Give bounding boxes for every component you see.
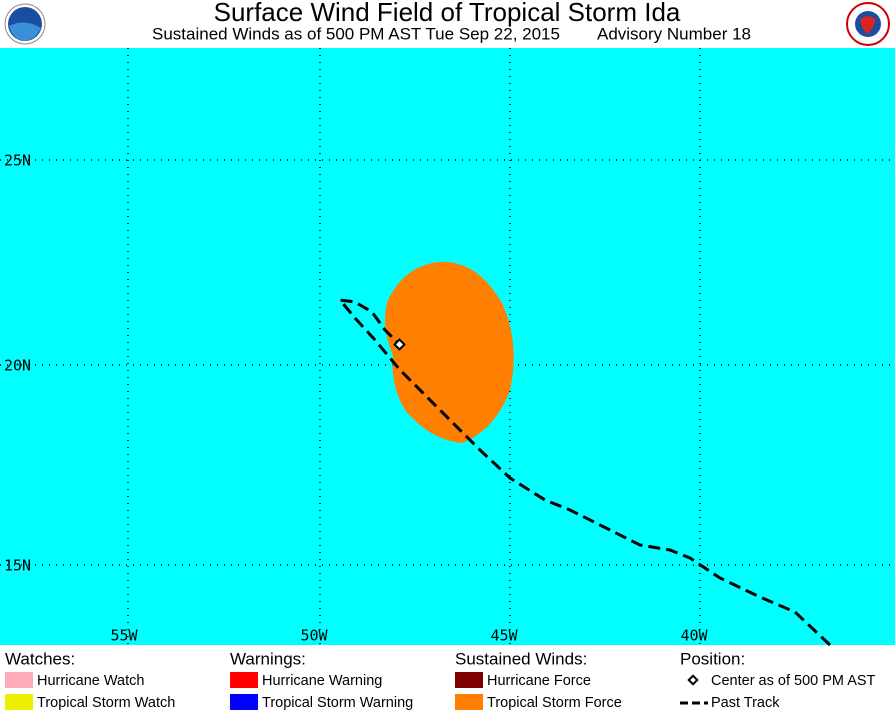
advisory: Advisory Number 18	[597, 24, 751, 43]
lat-label: 15N	[4, 557, 31, 575]
lon-label: 45W	[490, 627, 518, 645]
graticule	[0, 48, 895, 645]
legend-heading: Warnings:	[230, 649, 306, 668]
storm-center	[393, 338, 406, 351]
swatch	[230, 694, 258, 710]
past-track	[336, 298, 832, 647]
swatch	[455, 694, 483, 710]
swatch	[455, 672, 483, 688]
subtitle: Sustained Winds as of 500 PM AST Tue Sep…	[152, 24, 560, 43]
lat-label: 25N	[4, 152, 31, 170]
lon-label: 40W	[680, 627, 708, 645]
legend: Watches: Hurricane Watch Tropical Storm …	[5, 649, 876, 711]
swatch	[230, 672, 258, 688]
legend-item: Tropical Storm Force	[487, 695, 622, 711]
nws-logo	[846, 2, 890, 46]
legend-item: Past Track	[711, 695, 780, 711]
swatch	[5, 694, 33, 710]
lon-label: 50W	[300, 627, 328, 645]
legend-item: Hurricane Watch	[37, 673, 144, 689]
swatch	[5, 672, 33, 688]
legend-item: Hurricane Warning	[262, 673, 382, 689]
tropical-storm-wind-field	[384, 261, 514, 443]
legend-item: Hurricane Force	[487, 673, 591, 689]
lat-label: 20N	[4, 357, 31, 375]
center-symbol	[687, 674, 699, 686]
legend-heading: Sustained Winds:	[455, 649, 587, 668]
noaa-logo	[4, 3, 46, 45]
lon-label: 55W	[110, 627, 138, 645]
title: Surface Wind Field of Tropical Storm Ida	[214, 0, 681, 27]
legend-item: Tropical Storm Warning	[262, 695, 413, 711]
legend-item: Tropical Storm Watch	[37, 695, 175, 711]
legend-heading: Watches:	[5, 649, 75, 668]
legend-item: Center as of 500 PM AST	[711, 673, 876, 689]
legend-heading: Position:	[680, 649, 745, 668]
